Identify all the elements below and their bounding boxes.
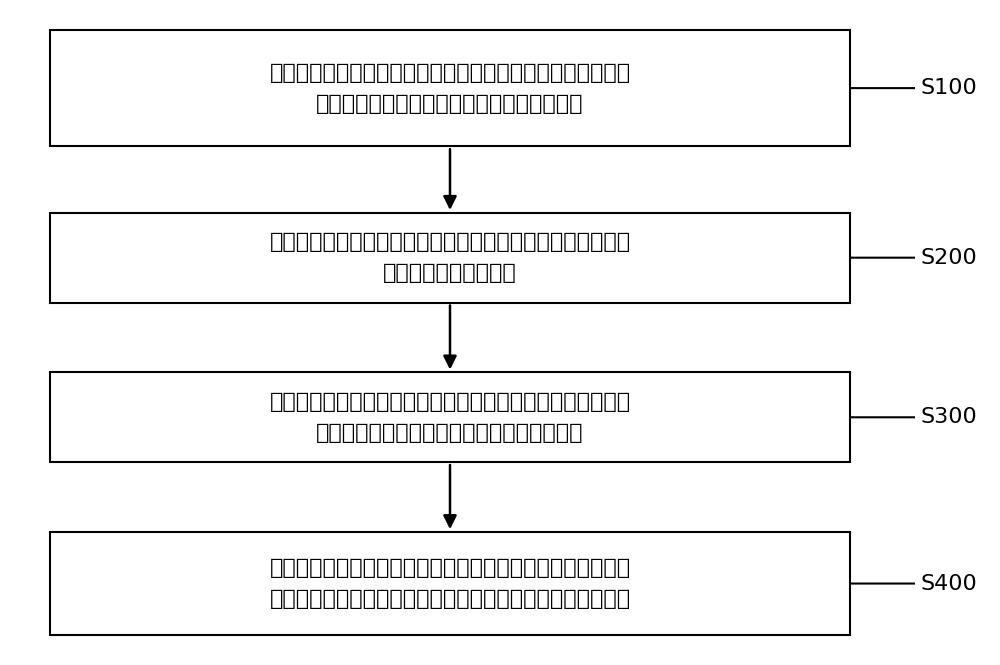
Text: S300: S300 bbox=[920, 407, 977, 428]
Text: 驱动第一光源和第二光源以至少一个单次旋转周期旋转，并获
取驱动机构在单次旋转周期内的理论旋转参数: 驱动第一光源和第二光源以至少一个单次旋转周期旋转，并获 取驱动机构在单次旋转周期… bbox=[269, 63, 631, 114]
Text: 在第一光源和第二光源的一个单次旋转周期内获取至少两组对
应不同位置的检测信号: 在第一光源和第二光源的一个单次旋转周期内获取至少两组对 应不同位置的检测信号 bbox=[269, 232, 631, 283]
FancyBboxPatch shape bbox=[50, 213, 850, 303]
FancyBboxPatch shape bbox=[50, 372, 850, 462]
Text: 根据检测信号获取驱动机构驱动第一光源和第二光源在一个单
次旋转周期内旋转到对应位置的实际旋转参数: 根据检测信号获取驱动机构驱动第一光源和第二光源在一个单 次旋转周期内旋转到对应位… bbox=[269, 392, 631, 443]
Text: 当理论旋转参数与实际旋转参数满足校正条件时，根据实际旋
转参数校正驱动机构在下一个单次旋转周期内的理论旋转参数: 当理论旋转参数与实际旋转参数满足校正条件时，根据实际旋 转参数校正驱动机构在下一… bbox=[269, 558, 631, 609]
FancyBboxPatch shape bbox=[50, 30, 850, 146]
FancyBboxPatch shape bbox=[50, 532, 850, 635]
Text: S400: S400 bbox=[920, 573, 977, 594]
Text: S200: S200 bbox=[920, 247, 977, 268]
Text: S100: S100 bbox=[920, 78, 977, 98]
